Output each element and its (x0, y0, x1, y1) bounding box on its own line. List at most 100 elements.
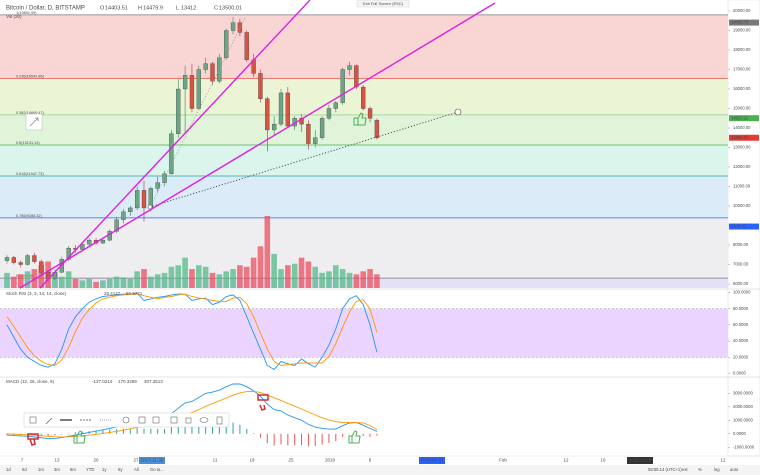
range-button[interactable]: 6m (70, 467, 76, 472)
price-mark-label: 14503.11 (731, 115, 749, 120)
histogram-bar (342, 433, 344, 438)
histogram-bar (335, 433, 337, 442)
date-highlight (627, 457, 653, 464)
drawings (19, 0, 496, 289)
volume-bar (120, 277, 127, 288)
tool[interactable] (45, 417, 53, 425)
y-tick-label: 0.0000 (733, 431, 746, 436)
range-button[interactable]: All (134, 467, 139, 472)
volume-bar (65, 271, 72, 288)
histogram-bar (47, 433, 49, 437)
histogram-bar (294, 433, 296, 446)
histogram-bar (40, 433, 42, 436)
exit-fullscreen-button[interactable] (356, 0, 410, 8)
volume-bar (339, 269, 346, 288)
fib-label: 1(19891.99) (16, 11, 37, 15)
histogram-bar (301, 433, 303, 446)
fib-zone (0, 217, 728, 279)
y-tick-label: 6000.00 (733, 281, 749, 286)
volume-bar (168, 266, 175, 288)
tool[interactable] (170, 416, 178, 424)
time-label: 7 (21, 458, 24, 463)
range-button[interactable]: 5y (118, 467, 123, 472)
candle-body (189, 75, 195, 109)
candle-body (361, 86, 366, 109)
candle-body (141, 190, 147, 209)
range-button[interactable]: YTD (86, 467, 94, 472)
histogram-bar (122, 428, 124, 434)
time-label: Feb (499, 458, 507, 463)
y-tick-label: 14000.00 (733, 125, 751, 130)
option-button[interactable]: % (698, 467, 702, 472)
indicator-value: 307.3513 (144, 379, 163, 384)
histogram-bar (205, 420, 207, 434)
histogram-bar (75, 432, 76, 434)
tool[interactable] (216, 416, 223, 425)
y-tick-label: 13000.00 (733, 145, 751, 150)
ohlc-value: 13500.01 (219, 5, 242, 11)
volume-bar (4, 272, 10, 288)
dashed-trend (149, 17, 246, 208)
volume-bar (250, 257, 257, 288)
candle-body (203, 63, 208, 70)
legend: Exit Full Screen (ESC) Bitcoin / Dollar,… (6, 0, 410, 19)
volume-bar (326, 271, 332, 288)
volume-bar (161, 272, 168, 288)
option-button[interactable]: ext (682, 467, 688, 472)
tool[interactable] (152, 416, 160, 424)
bar-bg (0, 465, 760, 475)
tool[interactable] (138, 416, 146, 424)
trend-line[interactable] (19, 2, 496, 289)
option-button[interactable]: auto (730, 467, 739, 472)
candle-body (319, 118, 325, 138)
volume-bar (113, 276, 120, 288)
range-button[interactable]: 1m (38, 467, 44, 472)
histogram-bar (369, 433, 371, 437)
macd-line (6, 390, 378, 438)
volume-bar (79, 280, 86, 288)
handle[interactable] (147, 204, 153, 210)
bottom-bar: 1d 5d 1m 3m 6m YTD 1y 5y All Go to... 08:55:14 (UT… (0, 465, 760, 475)
candle-body (367, 108, 373, 119)
candle-body (25, 255, 30, 265)
ohlc-value: 13412 (181, 5, 196, 11)
trend-line[interactable] (39, 0, 311, 289)
volume-bar (86, 278, 92, 288)
range-button[interactable]: 5d (22, 467, 27, 472)
range-button[interactable]: 3m (54, 467, 60, 472)
volume-bar (175, 265, 182, 288)
ohlc-label: H (138, 5, 142, 11)
histogram-bar (68, 433, 70, 434)
y-tick-label: 7000.00 (733, 262, 749, 267)
candle-body (374, 119, 380, 138)
y-tick-label: 1000.0000 (733, 417, 753, 422)
y-tick-label: 40.0000 (733, 338, 749, 343)
option-button[interactable]: log (714, 467, 720, 472)
volume-bar (374, 274, 380, 288)
stoch-line (6, 293, 378, 366)
range-button[interactable]: Go to... (150, 467, 164, 472)
tool[interactable] (199, 417, 209, 423)
fib-zone (0, 14, 728, 79)
time-label: 25 (288, 458, 294, 463)
handle[interactable] (454, 108, 462, 116)
tool[interactable] (122, 416, 130, 424)
tool[interactable] (29, 416, 37, 424)
fib-label: 0.236(16542.86) (16, 74, 45, 78)
volume-bar (154, 274, 161, 288)
tool[interactable] (185, 417, 192, 424)
exit-fullscreen[interactable]: Exit Full Screen (ESC) (363, 1, 404, 6)
histogram-bar (287, 433, 289, 446)
y-tick-label: 16000.00 (733, 86, 751, 91)
range-button[interactable]: 1y (102, 467, 107, 472)
histogram-bar (54, 433, 56, 436)
ohlc-label: O (100, 5, 105, 11)
fib-label: 0.5(13131.13) (16, 141, 40, 145)
volume-bar (291, 263, 298, 288)
candle-body (230, 22, 236, 31)
y-tick-label: 19000.00 (733, 28, 751, 33)
histogram-bar (321, 433, 323, 445)
range-button[interactable]: 1d (6, 467, 11, 472)
time-label: 2017-11-30 (141, 458, 164, 463)
histogram-bar (95, 430, 97, 434)
